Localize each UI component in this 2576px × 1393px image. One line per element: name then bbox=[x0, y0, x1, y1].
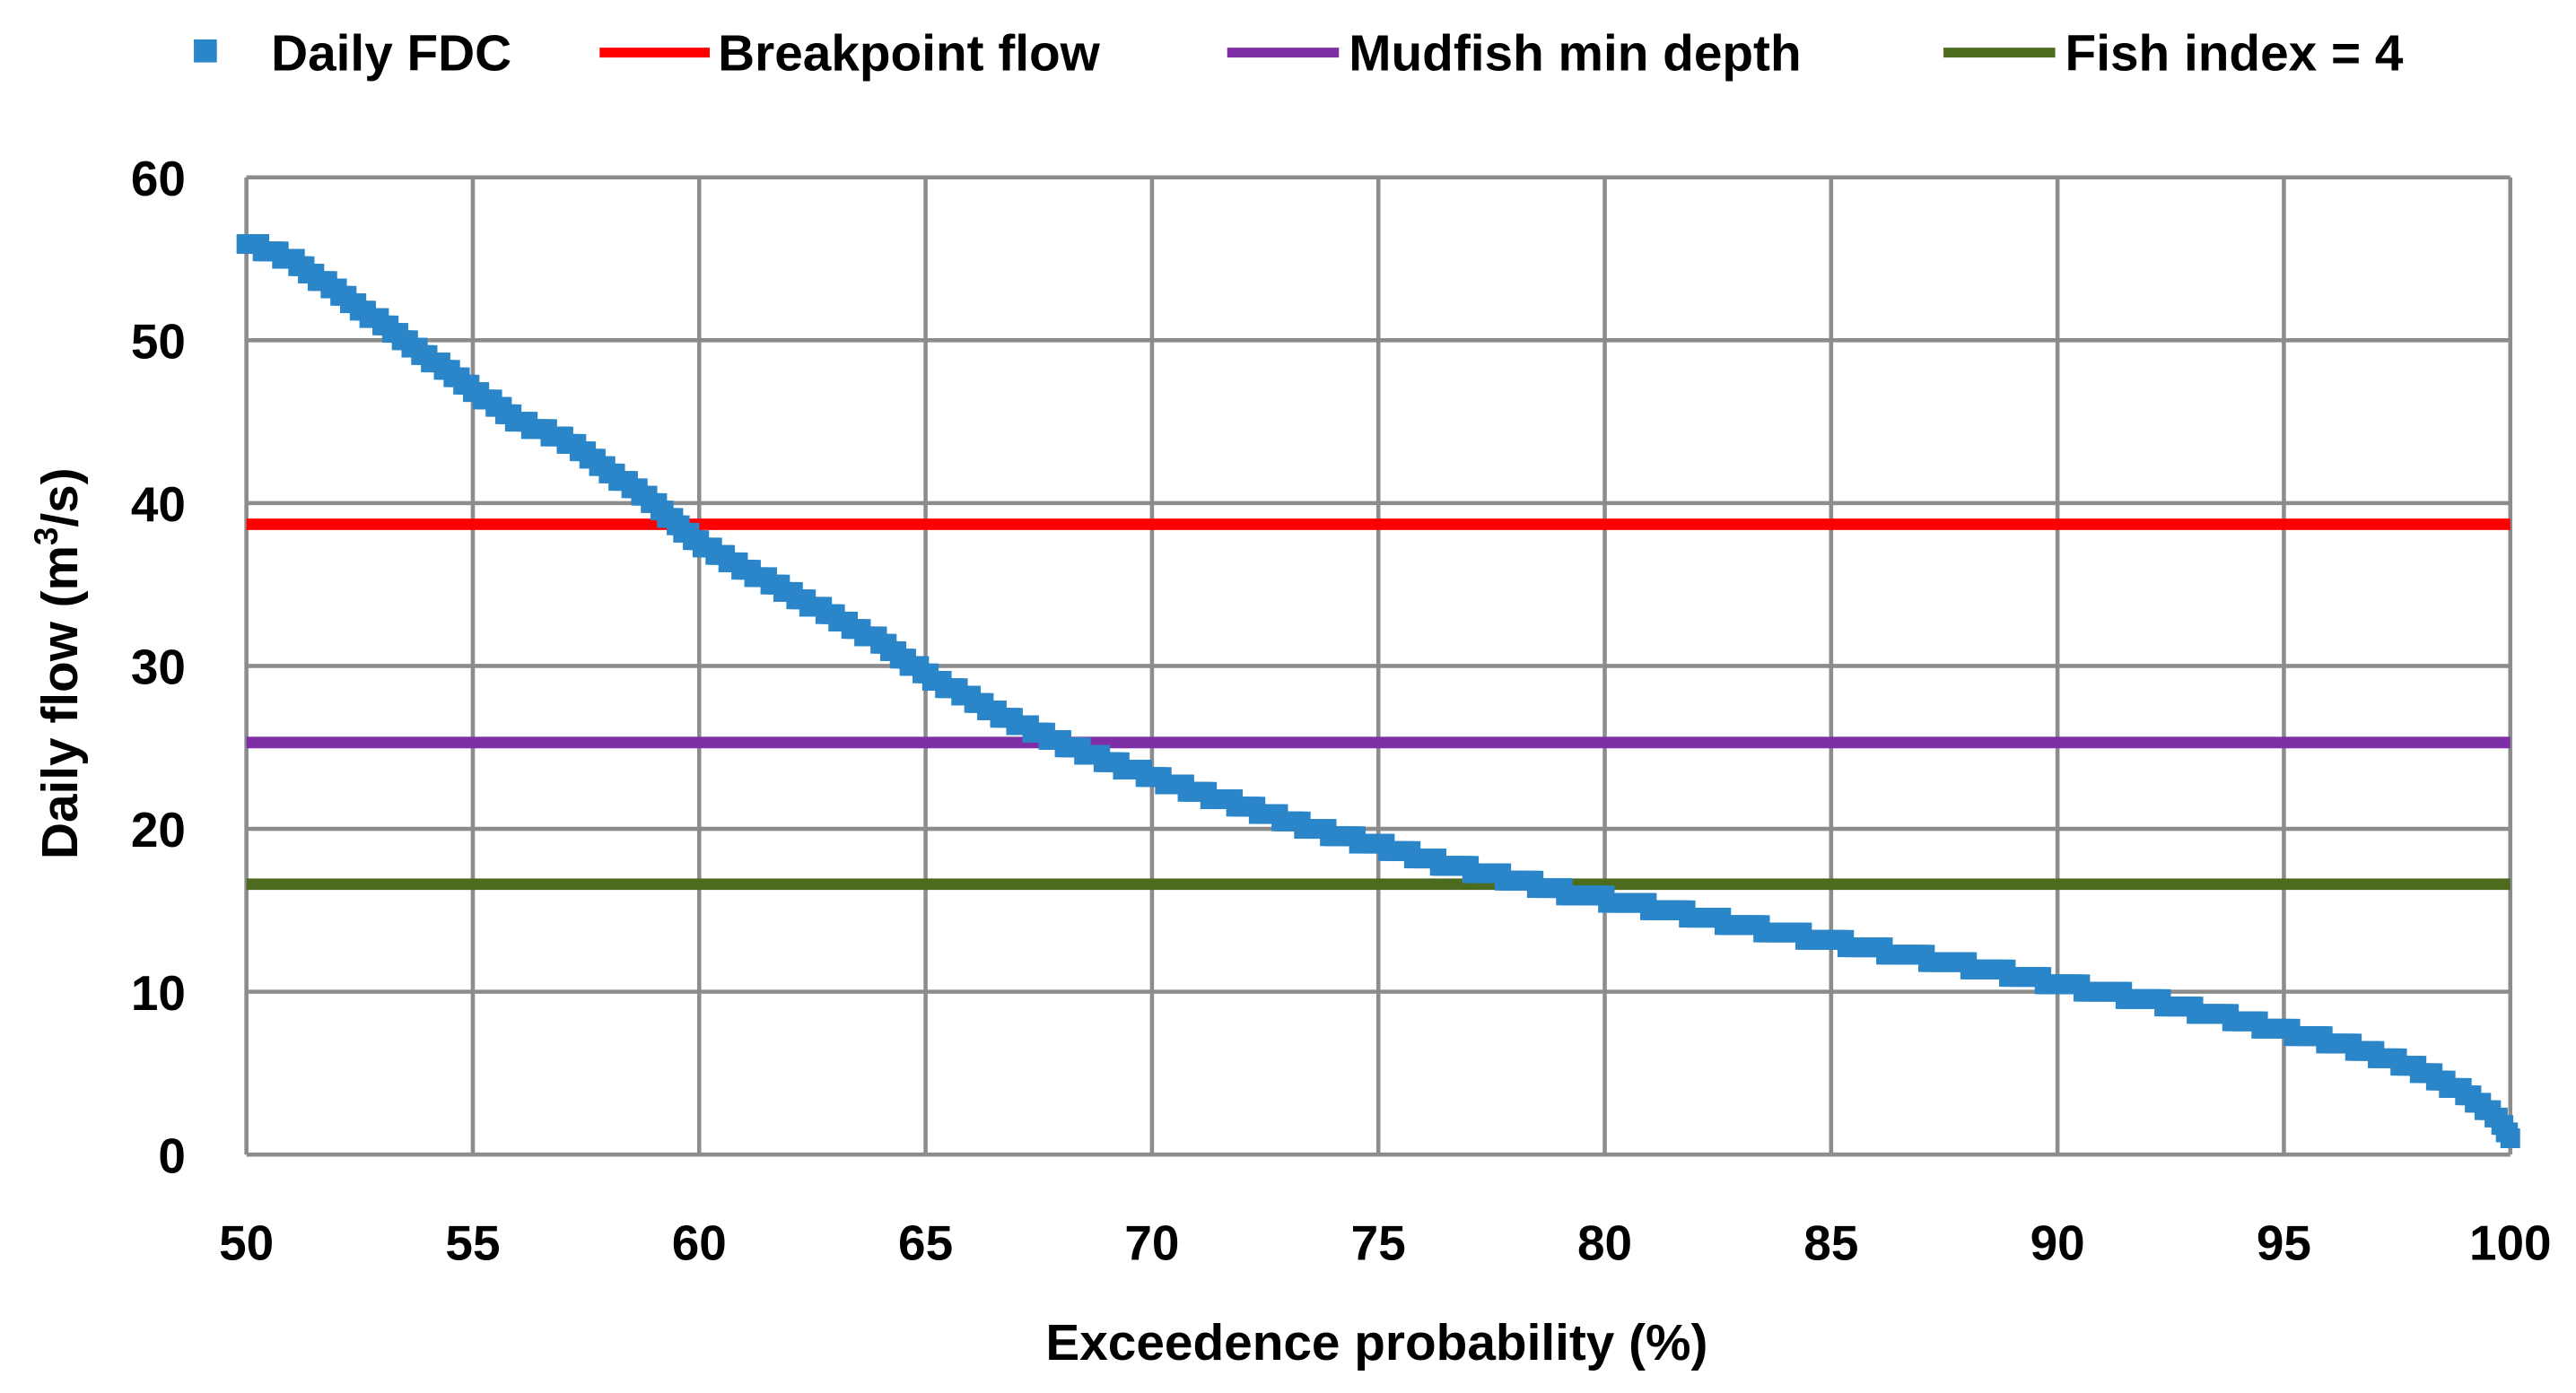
threshold-lines bbox=[246, 518, 2511, 891]
x-tick-label: 60 bbox=[672, 1215, 727, 1270]
tick-labels: 50 55 60 65 70 75 80 85 90 95 100 0 10 20 30 40 50 60 bbox=[131, 151, 2552, 1270]
legend-label-mudfish-min-depth: Mudfish min depth bbox=[1349, 26, 1801, 83]
x-tick-label: 50 bbox=[219, 1215, 274, 1270]
fdc-series bbox=[236, 234, 2520, 1149]
y-tick-label: 30 bbox=[131, 640, 186, 695]
y-tick-label: 60 bbox=[131, 151, 186, 206]
y-tick-label: 0 bbox=[158, 1127, 186, 1183]
legend-item-mudfish-min-depth: Mudfish min depth bbox=[1227, 26, 1802, 83]
legend-item-daily-fdc: Daily FDC bbox=[194, 26, 511, 83]
legend-item-breakpoint-flow: Breakpoint flow bbox=[599, 26, 1101, 83]
legend-label-fish-index: Fish index = 4 bbox=[2065, 26, 2404, 83]
x-tick-label: 90 bbox=[2030, 1215, 2085, 1270]
legend-swatch-daily-fdc bbox=[194, 39, 217, 63]
y-tick-label: 10 bbox=[131, 965, 186, 1021]
fdc-point-701 bbox=[2500, 1128, 2520, 1149]
y-tick-label: 20 bbox=[131, 802, 186, 858]
x-tick-label: 55 bbox=[445, 1215, 500, 1270]
x-tick-label: 95 bbox=[2257, 1215, 2311, 1270]
x-tick-label: 65 bbox=[898, 1215, 953, 1270]
x-tick-label: 80 bbox=[1577, 1215, 1632, 1270]
legend-label-daily-fdc: Daily FDC bbox=[271, 26, 511, 83]
x-tick-label: 70 bbox=[1124, 1215, 1179, 1270]
x-axis-title: Exceedence probability (%) bbox=[1045, 1315, 1707, 1371]
y-axis-title: Daily flow (m3/s) bbox=[28, 467, 89, 859]
y-tick-label: 40 bbox=[131, 476, 186, 532]
legend-label-breakpoint-flow: Breakpoint flow bbox=[718, 26, 1101, 83]
legend-item-fish-index: Fish index = 4 bbox=[1943, 26, 2404, 83]
x-tick-label: 75 bbox=[1351, 1215, 1406, 1270]
x-tick-label: 85 bbox=[1803, 1215, 1858, 1270]
x-tick-label: 100 bbox=[2469, 1215, 2552, 1270]
legend: Daily FDC Breakpoint flow Mudfish min de… bbox=[194, 26, 2404, 83]
y-tick-label: 50 bbox=[131, 313, 186, 369]
